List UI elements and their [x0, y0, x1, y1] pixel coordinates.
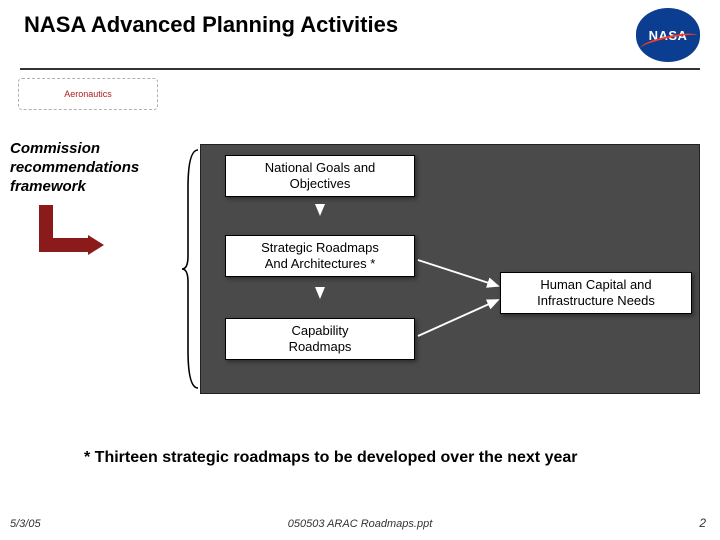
- node-goals: National Goals andObjectives: [225, 155, 415, 197]
- arrow-down-2: [315, 287, 325, 299]
- nasa-logo: NASA: [636, 8, 700, 62]
- brace-left: [182, 148, 200, 390]
- footer-page: 2: [699, 516, 706, 530]
- node-strategic: Strategic RoadmapsAnd Architectures *: [225, 235, 415, 277]
- node-human-capital: Human Capital andInfrastructure Needs: [500, 272, 692, 314]
- nasa-logo-text: NASA: [649, 28, 688, 43]
- aeronautics-badge: Aeronautics: [18, 78, 158, 110]
- elbow-arrow: [34, 205, 104, 267]
- footnote: * Thirteen strategic roadmaps to be deve…: [84, 448, 660, 469]
- header-divider: [20, 68, 700, 70]
- page-title: NASA Advanced Planning Activities: [24, 12, 398, 38]
- side-label: Commission recommendations framework: [10, 140, 190, 196]
- footer-date: 5/3/05: [10, 518, 41, 530]
- node-capability: CapabilityRoadmaps: [225, 318, 415, 360]
- footer-file: 050503 ARAC Roadmaps.ppt: [288, 518, 433, 530]
- arrow-down-1: [315, 204, 325, 216]
